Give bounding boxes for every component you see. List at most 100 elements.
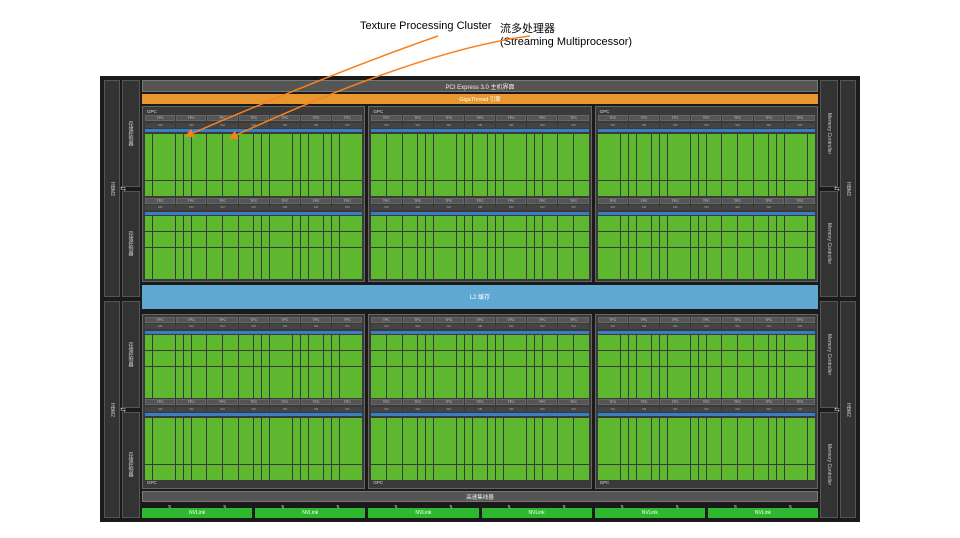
tpc-cell: TPC <box>145 198 175 204</box>
core <box>434 418 441 433</box>
core <box>808 165 815 180</box>
core <box>543 465 550 480</box>
core <box>223 382 230 397</box>
core <box>465 216 472 231</box>
core <box>215 465 222 480</box>
core <box>480 335 487 350</box>
core <box>754 367 761 382</box>
core <box>574 351 581 366</box>
core <box>465 382 472 397</box>
core <box>629 382 636 397</box>
core <box>441 165 448 180</box>
core <box>535 263 542 278</box>
core <box>403 382 410 397</box>
core <box>449 382 456 397</box>
core <box>800 232 807 247</box>
core <box>410 232 417 247</box>
tpc-cell: TPC <box>754 317 784 323</box>
sm-label: SM <box>785 205 815 210</box>
sm-label: SM <box>145 324 175 329</box>
core <box>707 181 714 196</box>
core <box>403 465 410 480</box>
core <box>449 449 456 464</box>
core <box>605 382 612 397</box>
core <box>277 335 284 350</box>
core <box>145 165 152 180</box>
core <box>387 433 394 448</box>
sm-label: SM <box>722 407 752 412</box>
core <box>745 449 752 464</box>
core <box>153 335 160 350</box>
core <box>527 382 534 397</box>
core <box>527 248 534 263</box>
core <box>207 465 214 480</box>
core <box>785 367 792 382</box>
core <box>581 263 588 278</box>
core <box>644 232 651 247</box>
core <box>223 216 230 231</box>
core <box>418 263 425 278</box>
tpc-cell: TPC <box>332 198 362 204</box>
sm-label: SM <box>270 324 300 329</box>
core <box>145 181 152 196</box>
core <box>644 433 651 448</box>
core <box>262 433 269 448</box>
core <box>403 248 410 263</box>
core <box>683 248 690 263</box>
core <box>785 216 792 231</box>
core <box>613 335 620 350</box>
core <box>168 335 175 350</box>
core <box>668 382 675 397</box>
core <box>730 351 737 366</box>
core <box>745 232 752 247</box>
core <box>800 263 807 278</box>
core <box>457 181 464 196</box>
sm-label: SM <box>403 407 433 412</box>
core <box>598 418 605 433</box>
core <box>644 149 651 164</box>
tpc-cell: TPC <box>722 198 752 204</box>
core <box>707 382 714 397</box>
core <box>683 449 690 464</box>
core <box>754 263 761 278</box>
core <box>285 165 292 180</box>
tpc-cell: TPC <box>691 198 721 204</box>
core <box>309 181 316 196</box>
core <box>246 465 253 480</box>
core <box>652 165 659 180</box>
core <box>488 134 495 149</box>
core <box>504 216 511 231</box>
core <box>683 465 690 480</box>
core <box>418 449 425 464</box>
core <box>668 418 675 433</box>
tpc-cell: TPC <box>371 317 401 323</box>
core <box>379 433 386 448</box>
core <box>176 449 183 464</box>
core <box>769 232 776 247</box>
core <box>511 335 518 350</box>
core <box>199 181 206 196</box>
tpc-cell: TPC <box>465 115 495 121</box>
core <box>644 367 651 382</box>
core <box>293 149 300 164</box>
core <box>581 248 588 263</box>
sm-label: SM <box>527 123 557 128</box>
core <box>418 351 425 366</box>
tpc-cell: TPC <box>496 198 526 204</box>
core <box>324 248 331 263</box>
sm-label: SM <box>691 205 721 210</box>
core <box>519 248 526 263</box>
core <box>581 449 588 464</box>
core <box>192 263 199 278</box>
core <box>714 149 721 164</box>
core <box>792 449 799 464</box>
core <box>340 248 347 263</box>
nvlink-block: ⇅⇅NVLink <box>142 504 252 518</box>
core <box>293 382 300 397</box>
core <box>754 351 761 366</box>
tpc-cell: TPC <box>465 198 495 204</box>
core <box>246 232 253 247</box>
core <box>277 181 284 196</box>
core <box>403 335 410 350</box>
core <box>160 367 167 382</box>
